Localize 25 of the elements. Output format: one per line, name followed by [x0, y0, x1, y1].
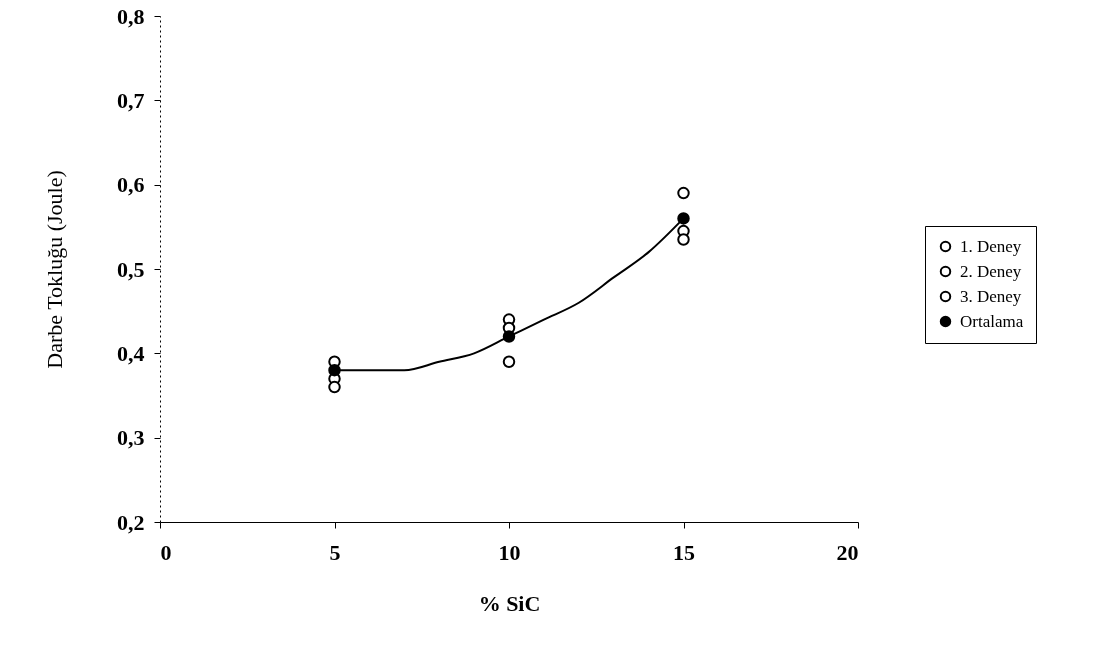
y-tick-label: 0,5 — [117, 256, 145, 282]
point — [328, 380, 341, 394]
point — [677, 186, 690, 200]
legend-label: 2. Deney — [960, 261, 1022, 281]
y-axis-title: Darbe Tokluğu (Joule) — [42, 170, 67, 369]
x-tick-label: 10 — [498, 539, 521, 565]
x-tick-label: 20 — [836, 539, 859, 565]
y-tick-label: 0,2 — [117, 509, 145, 535]
x-tick-label: 15 — [673, 539, 695, 565]
point — [502, 355, 516, 368]
x-axis-title: % SiC — [478, 590, 541, 616]
y-tick-label: 0,8 — [117, 3, 145, 29]
point — [502, 330, 516, 343]
legend-label: 1. Deney — [960, 236, 1022, 256]
legend-label: Ortalama — [960, 311, 1024, 331]
y-tick-label: 0,7 — [117, 87, 145, 113]
legend-label: 3. Deney — [960, 286, 1022, 306]
y-tick-label: 0,3 — [117, 425, 145, 451]
point — [677, 212, 690, 225]
point — [677, 233, 690, 246]
y-tick-label: 0,4 — [117, 340, 145, 366]
x-tick-label: 0 — [160, 539, 172, 565]
y-tick-label: 0,6 — [117, 172, 145, 198]
point — [328, 363, 341, 377]
x-tick-label: 5 — [329, 539, 341, 565]
